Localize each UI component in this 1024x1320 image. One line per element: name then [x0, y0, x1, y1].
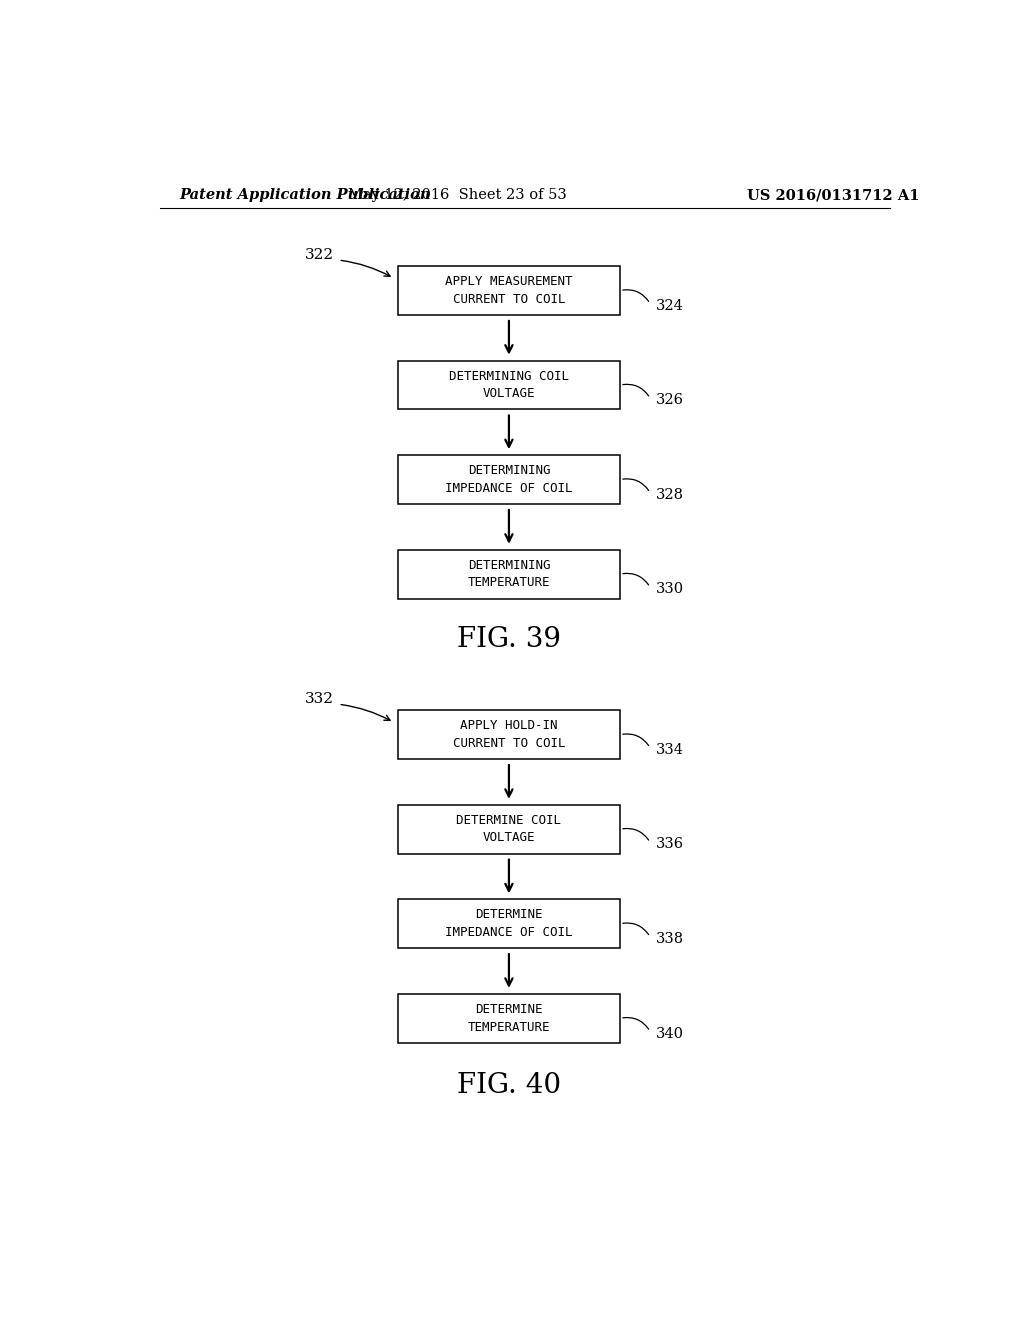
- Text: 324: 324: [655, 298, 684, 313]
- Bar: [397, 360, 620, 409]
- Bar: [397, 994, 620, 1043]
- Text: FIG. 39: FIG. 39: [457, 626, 561, 652]
- Bar: [397, 267, 620, 315]
- Text: DETERMINING
IMPEDANCE OF COIL: DETERMINING IMPEDANCE OF COIL: [445, 465, 572, 495]
- Text: US 2016/0131712 A1: US 2016/0131712 A1: [748, 189, 920, 202]
- Text: DETERMINE
IMPEDANCE OF COIL: DETERMINE IMPEDANCE OF COIL: [445, 908, 572, 939]
- Text: 326: 326: [655, 393, 684, 408]
- Text: 338: 338: [655, 932, 684, 946]
- Text: 328: 328: [655, 488, 684, 502]
- Text: 330: 330: [655, 582, 684, 597]
- Bar: [397, 899, 620, 948]
- Text: APPLY HOLD-IN
CURRENT TO COIL: APPLY HOLD-IN CURRENT TO COIL: [453, 719, 565, 750]
- Bar: [397, 805, 620, 854]
- Text: 340: 340: [655, 1027, 684, 1040]
- Text: FIG. 40: FIG. 40: [457, 1072, 561, 1098]
- Text: DETERMINING COIL
VOLTAGE: DETERMINING COIL VOLTAGE: [449, 370, 569, 400]
- Text: DETERMINE
TEMPERATURE: DETERMINE TEMPERATURE: [468, 1003, 550, 1034]
- Bar: [397, 710, 620, 759]
- Text: 336: 336: [655, 837, 684, 851]
- Bar: [397, 455, 620, 504]
- Bar: [397, 549, 620, 598]
- Text: 322: 322: [305, 248, 334, 261]
- Text: DETERMINE COIL
VOLTAGE: DETERMINE COIL VOLTAGE: [457, 814, 561, 845]
- Text: May 12, 2016  Sheet 23 of 53: May 12, 2016 Sheet 23 of 53: [348, 189, 566, 202]
- Text: 332: 332: [305, 692, 334, 706]
- Text: APPLY MEASUREMENT
CURRENT TO COIL: APPLY MEASUREMENT CURRENT TO COIL: [445, 276, 572, 306]
- Text: DETERMINING
TEMPERATURE: DETERMINING TEMPERATURE: [468, 558, 550, 589]
- Text: Patent Application Publication: Patent Application Publication: [179, 189, 431, 202]
- Text: 334: 334: [655, 743, 684, 756]
